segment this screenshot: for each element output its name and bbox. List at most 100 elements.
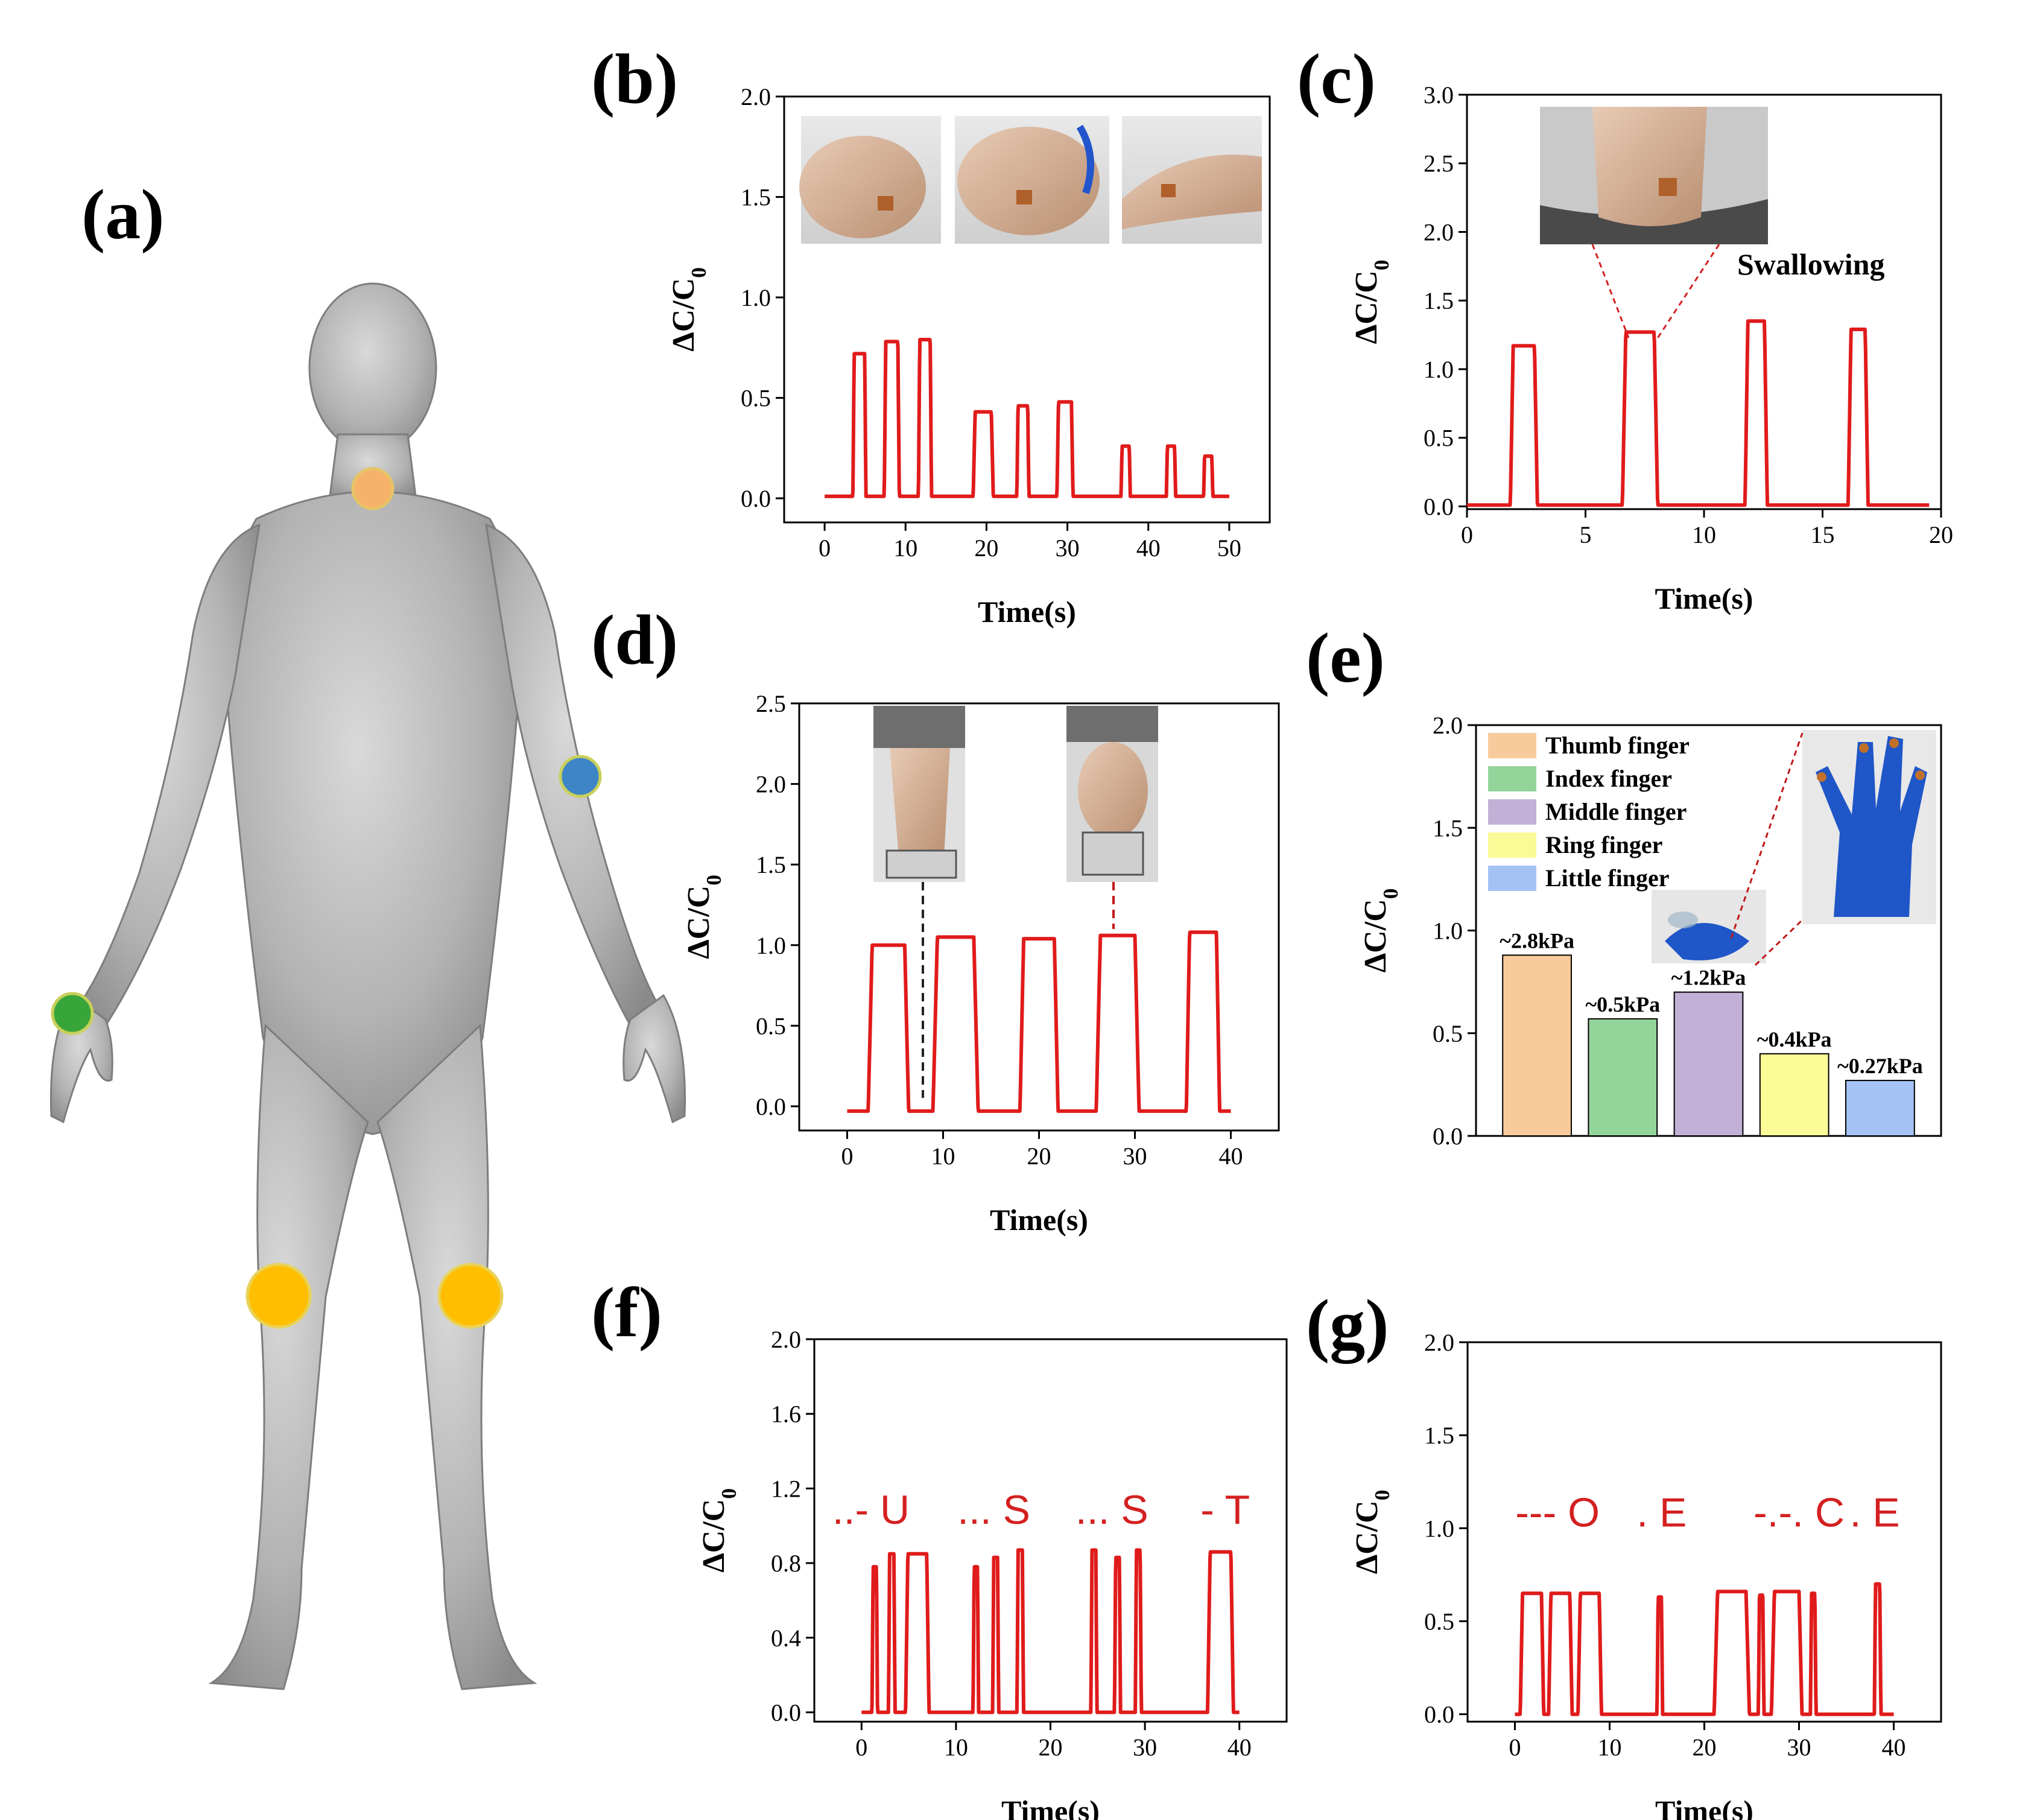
morse-code-label: ... S bbox=[1075, 1487, 1148, 1533]
body-right-leg bbox=[208, 1023, 369, 1690]
elbow-photo-3 bbox=[1122, 116, 1262, 244]
y-tick-label: 0.0 bbox=[1424, 1701, 1454, 1728]
x-tick-label: 30 bbox=[1787, 1734, 1811, 1761]
y-tick-label: 1.6 bbox=[771, 1401, 801, 1428]
x-tick-label: 0 bbox=[819, 534, 831, 562]
panel-a: (a) bbox=[49, 175, 686, 1690]
body-right-arm bbox=[71, 523, 261, 1027]
morse-code-label: - T bbox=[1200, 1487, 1250, 1533]
glove-hand-photo bbox=[1802, 730, 1936, 924]
bar-index-finger bbox=[1588, 1018, 1658, 1137]
x-axis-title: Time(s) bbox=[978, 595, 1076, 629]
morse-code-label: --- O bbox=[1515, 1489, 1600, 1535]
knee-photo-2 bbox=[1066, 706, 1158, 882]
x-tick-label: 10 bbox=[1692, 521, 1716, 548]
left-knee-sensor-dot bbox=[437, 1263, 504, 1329]
x-tick-label: 40 bbox=[1882, 1734, 1906, 1761]
morse-code-label: ... S bbox=[957, 1487, 1030, 1533]
arm-sensor-dot bbox=[559, 755, 602, 798]
x-tick-label: 0 bbox=[1461, 521, 1473, 548]
body-head bbox=[308, 282, 437, 454]
x-tick-label: 10 bbox=[944, 1734, 968, 1761]
y-tick-label: 2.5 bbox=[756, 690, 786, 717]
morse-code-label: . E bbox=[1636, 1489, 1687, 1535]
neck-sensor-dot bbox=[351, 467, 394, 510]
y-tick-label: 1.0 bbox=[1433, 918, 1463, 945]
panel-label-g: (g) bbox=[1306, 1285, 1389, 1364]
signal-line bbox=[860, 1548, 1241, 1714]
body-left-leg bbox=[376, 1023, 537, 1690]
y-tick-label: 2.0 bbox=[741, 83, 771, 110]
x-tick-label: 30 bbox=[1123, 1143, 1147, 1170]
legend-swatch bbox=[1488, 799, 1536, 825]
chart-panel-b: 0 10 20 30 40 50 0.0 0.5 1.0 1.5 2.0 Time(s) ΔC/C0 bbox=[667, 83, 1271, 629]
panel-label-d: (d) bbox=[591, 600, 678, 679]
y-tick-label: 1.5 bbox=[1424, 1422, 1454, 1449]
panel-label-a: (a) bbox=[81, 175, 165, 254]
plot-frame bbox=[798, 702, 1280, 1132]
legend-label: Index finger bbox=[1545, 765, 1672, 792]
y-tick-label: 0.0 bbox=[1424, 493, 1454, 520]
legend-label: Middle finger bbox=[1545, 798, 1687, 825]
x-tick-label: 40 bbox=[1219, 1143, 1243, 1170]
elbow-photo-2 bbox=[955, 116, 1109, 244]
y-tick-label: 2.0 bbox=[756, 771, 786, 798]
panel-label-b: (b) bbox=[591, 39, 678, 118]
y-tick-label: 2.0 bbox=[1424, 1329, 1454, 1356]
y-tick-label: 0.0 bbox=[771, 1699, 801, 1726]
x-tick-label: 20 bbox=[974, 534, 998, 562]
chart-panel-d: 0 10 20 30 40 0.0 0.5 1.0 1.5 2.0 2.5 Time(s) ΔC/C0 bbox=[682, 690, 1280, 1237]
x-tick-label: 40 bbox=[1227, 1734, 1252, 1761]
x-tick-label: 20 bbox=[1693, 1734, 1717, 1761]
signal-line bbox=[1465, 319, 1931, 507]
legend-swatch bbox=[1488, 733, 1536, 758]
y-axis-title: ΔC/C0 bbox=[697, 1488, 741, 1573]
y-tick-label: 1.5 bbox=[756, 851, 786, 878]
legend-swatch bbox=[1488, 866, 1536, 891]
y-tick-label: 0.5 bbox=[741, 385, 771, 412]
x-tick-label: 10 bbox=[1598, 1734, 1622, 1761]
bar-thumb-finger bbox=[1502, 954, 1572, 1137]
y-tick-label: 1.5 bbox=[741, 184, 771, 211]
x-tick-label: 20 bbox=[1039, 1734, 1063, 1761]
y-tick-label: 1.5 bbox=[1433, 814, 1463, 842]
swallowing-annotation: Swallowing bbox=[1737, 247, 1885, 281]
x-axis-title: Time(s) bbox=[1001, 1794, 1100, 1820]
y-axis-title: ΔC/C0 bbox=[1358, 889, 1402, 973]
bar-pressure-label: ~0.5kPa bbox=[1585, 992, 1660, 1016]
x-tick-label: 20 bbox=[1929, 521, 1953, 548]
glove-pointer-top bbox=[1730, 732, 1804, 939]
x-tick-label: 15 bbox=[1811, 521, 1835, 548]
y-axis-title: ΔC/C0 bbox=[682, 875, 726, 959]
x-tick-label: 10 bbox=[893, 534, 917, 562]
y-tick-label: 2.0 bbox=[771, 1326, 801, 1353]
x-axis-title: Time(s) bbox=[990, 1203, 1088, 1237]
chart-panel-c: 0 5 10 15 20 0.0 0.5 1.0 1.5 2.0 2.5 3.0 Time(s) ΔC/C… bbox=[1349, 81, 1953, 615]
morse-code-label: . E bbox=[1850, 1489, 1900, 1535]
throat-photo bbox=[1540, 107, 1768, 244]
x-tick-label: 10 bbox=[931, 1143, 955, 1170]
bar-pressure-label: ~1.2kPa bbox=[1671, 966, 1746, 990]
bar-middle-finger bbox=[1673, 991, 1744, 1137]
chart-panel-g: 0 10 20 30 40 0.0 0.5 1.0 1.5 2.0 Time(s) ΔC/C0 --- … bbox=[1350, 1329, 1942, 1820]
y-tick-label: 0.5 bbox=[756, 1012, 786, 1039]
y-tick-label: 3.0 bbox=[1424, 81, 1454, 109]
y-tick-label: 1.0 bbox=[1424, 356, 1454, 383]
bar-ring-finger bbox=[1759, 1053, 1829, 1137]
bar-little-finger bbox=[1845, 1080, 1915, 1137]
panel-label-c: (c) bbox=[1297, 39, 1376, 118]
plot-frame bbox=[783, 95, 1271, 524]
chart-panel-f: 0 10 20 30 40 0.0 0.4 0.8 1.2 1.6 2.0 Time(s) ΔC/C0.… bbox=[697, 1326, 1288, 1820]
legend-label: Little finger bbox=[1545, 864, 1670, 892]
morse-code-label: -.-. C bbox=[1753, 1489, 1845, 1535]
x-tick-label: 50 bbox=[1217, 534, 1241, 562]
y-tick-label: 0.0 bbox=[756, 1093, 786, 1120]
x-tick-label: 0 bbox=[855, 1734, 867, 1761]
y-tick-label: 1.5 bbox=[1424, 287, 1454, 314]
y-tick-label: 0.5 bbox=[1424, 425, 1454, 452]
panel-label-f: (f) bbox=[591, 1273, 662, 1352]
bar-pressure-label: ~0.4kPa bbox=[1757, 1027, 1832, 1051]
x-tick-label: 40 bbox=[1136, 534, 1161, 562]
legend-label: Ring finger bbox=[1545, 831, 1662, 858]
